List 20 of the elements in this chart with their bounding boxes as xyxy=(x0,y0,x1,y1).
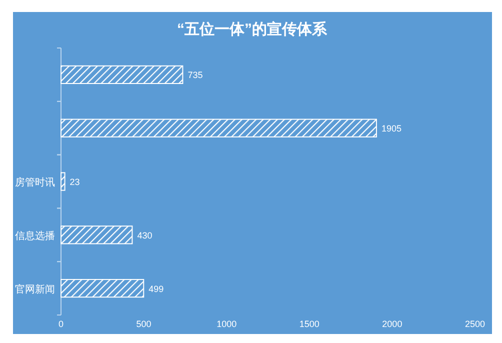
x-tick-label: 500 xyxy=(136,319,152,329)
y-tick-label: 信息选播 xyxy=(15,230,55,242)
y-tick-label: 房管时讯 xyxy=(15,176,55,188)
y-tick-label: 官网新闻 xyxy=(15,283,55,296)
x-tick-label: 1500 xyxy=(299,319,320,329)
data-label: 430 xyxy=(137,230,152,240)
bar xyxy=(60,172,66,191)
data-label: 23 xyxy=(70,177,80,187)
data-label: 1905 xyxy=(381,124,402,134)
x-tick-label: 0 xyxy=(58,319,64,329)
x-tick-label: 2000 xyxy=(382,319,402,329)
data-label: 735 xyxy=(188,70,203,80)
bar xyxy=(60,65,184,84)
bar xyxy=(60,278,144,298)
x-tick-label: 1000 xyxy=(216,319,237,329)
data-label: 499 xyxy=(148,284,164,294)
bar xyxy=(60,226,133,244)
chart-title: “五位一体”的宣传体系 xyxy=(177,20,328,38)
bar xyxy=(60,118,377,138)
x-tick-label: 2500 xyxy=(464,319,486,329)
